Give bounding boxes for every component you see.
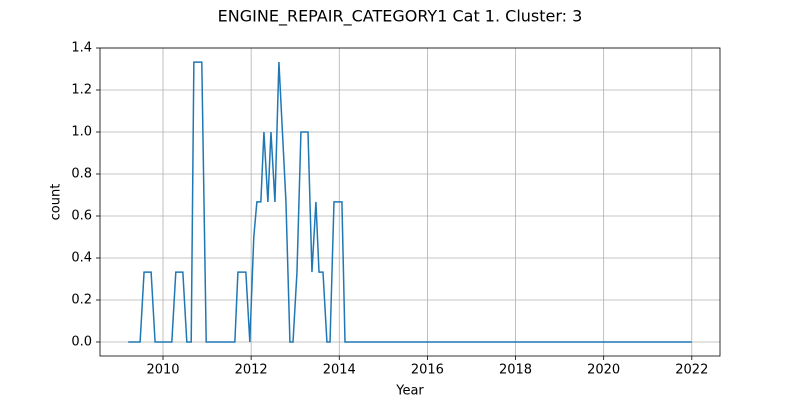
x-tick-label: 2010 bbox=[146, 363, 179, 378]
plot-frame bbox=[99, 47, 721, 357]
y-tick-label: 0.4 bbox=[71, 250, 92, 265]
x-tick-label: 2022 bbox=[675, 363, 708, 378]
y-tick-label: 0.8 bbox=[71, 166, 92, 181]
x-tick-label: 2020 bbox=[587, 363, 620, 378]
y-tick-label: 1.4 bbox=[71, 41, 92, 56]
x-tick-label: 2014 bbox=[323, 363, 356, 378]
y-tick-label: 1.2 bbox=[71, 82, 92, 97]
x-tick-label: 2016 bbox=[411, 363, 444, 378]
x-axis-label: Year bbox=[395, 384, 424, 399]
chart-title: ENGINE_REPAIR_CATEGORY1 Cat 1. Cluster: … bbox=[218, 7, 583, 27]
y-tick-label: 0.6 bbox=[71, 208, 92, 223]
y-tick-label: 0.0 bbox=[71, 334, 92, 349]
y-tick-label: 0.2 bbox=[71, 292, 92, 307]
line-series bbox=[128, 61, 692, 343]
x-tick-label: 2012 bbox=[235, 363, 268, 378]
y-tick-label: 1.0 bbox=[71, 124, 92, 139]
y-axis-label: count bbox=[49, 184, 64, 221]
x-tick-label: 2018 bbox=[499, 363, 532, 378]
